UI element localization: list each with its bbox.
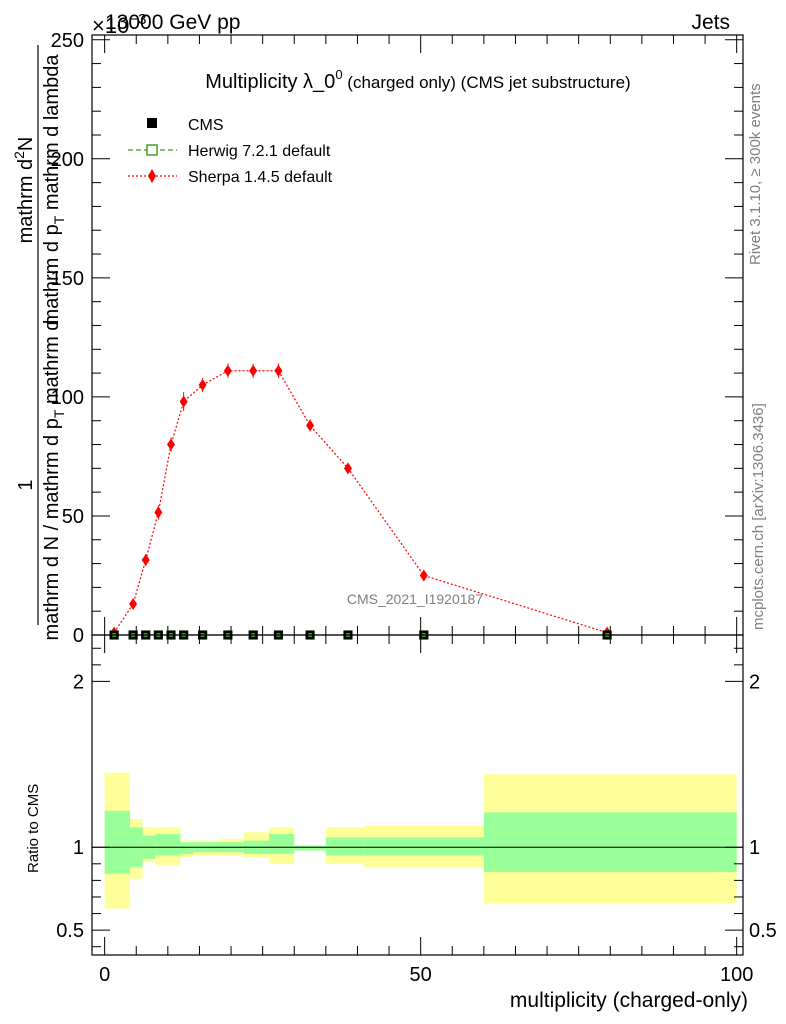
sherpa-point <box>274 364 283 377</box>
sherpa-point <box>343 462 352 475</box>
legend: CMS Herwig 7.2.1 default Sherpa 1.4.5 de… <box>128 117 333 186</box>
ylabel-numerator-2: mathrm d2N <box>11 137 37 244</box>
legend-herwig-marker <box>146 144 158 156</box>
ratio-bands <box>104 772 737 909</box>
ratio-stat-band <box>104 810 130 874</box>
main-y-tick-label: 200 <box>51 149 84 171</box>
x-tick-label: 0 <box>99 964 110 986</box>
ratio-y-ticks: 0.5 0.5 1 1 2 2 <box>56 647 777 948</box>
x-axis-label: multiplicity (charged-only) <box>510 989 748 1012</box>
main-y-tick-label: 50 <box>62 506 84 528</box>
ratio-y-label: Ratio to CMS <box>25 784 42 873</box>
sherpa-point <box>129 598 138 611</box>
mcplots-label: mcplots.cern.ch [arXiv:1306.3436] <box>750 403 767 630</box>
sherpa-point <box>154 506 163 519</box>
main-y-tick-label: 150 <box>51 268 84 290</box>
header-scale: ×10−3 <box>92 11 146 38</box>
x-ticks: 0 50 100 <box>99 635 753 986</box>
sherpa-point <box>306 419 315 432</box>
sherpa-point <box>167 438 176 451</box>
main-y-label: 1 mathrm d N / mathrm d pT mathrm d math… <box>11 45 67 640</box>
main-y-tick-label: 250 <box>51 30 84 52</box>
ratio-y-tick-label-right: 2 <box>749 671 760 693</box>
analysis-watermark: CMS_2021_I1920187 <box>347 591 483 607</box>
sherpa-point <box>249 364 258 377</box>
legend-sherpa-marker <box>148 169 156 183</box>
ratio-y-tick-label: 2 <box>73 671 84 693</box>
ratio-y-tick-label: 1 <box>73 837 84 859</box>
sherpa-point <box>179 395 188 408</box>
header-energy: 13000 GeV pp <box>105 11 240 34</box>
sherpa-point <box>141 554 150 566</box>
sherpa-point <box>223 364 232 377</box>
rivet-label: Rivet 3.1.10, ≥ 300k events <box>747 83 764 265</box>
main-y-ticks: 0 50 100 150 200 250 <box>51 30 743 647</box>
plot-title: Multiplicity λ_00 (charged only) (CMS je… <box>205 67 630 93</box>
x-tick-label: 50 <box>410 964 432 986</box>
ratio-y-tick-label: 0.5 <box>56 920 84 942</box>
legend-herwig-label: Herwig 7.2.1 default <box>188 143 331 160</box>
legend-cms-marker <box>147 118 157 128</box>
legend-cms-label: CMS <box>188 117 224 134</box>
ratio-panel: 0.5 0.5 1 1 2 2 0 50 100 <box>56 634 777 986</box>
sherpa-line <box>113 370 608 634</box>
ratio-stat-band <box>483 812 737 873</box>
x-tick-label: 100 <box>720 964 753 986</box>
ratio-stat-band <box>180 842 194 854</box>
ylabel-denominator-2: mathrm d pT mathrm d lambda <box>41 54 67 326</box>
sherpa-point <box>198 379 207 391</box>
ratio-y-tick-label-right: 0.5 <box>749 920 777 942</box>
ratio-y-tick-label-right: 1 <box>749 837 760 859</box>
legend-sherpa-label: Sherpa 1.4.5 default <box>188 169 333 186</box>
ratio-frame <box>91 634 744 956</box>
sherpa-point <box>419 569 428 582</box>
main-y-tick-label: 100 <box>51 387 84 409</box>
ratio-stat-band <box>363 837 484 856</box>
header-process: Jets <box>691 11 730 34</box>
ylabel-numerator-1: 1 <box>15 479 37 490</box>
main-y-tick-label: 0 <box>73 625 84 647</box>
ratio-stat-band <box>294 845 326 851</box>
ratio-stat-band <box>325 837 364 856</box>
ratio-stat-band <box>155 833 181 856</box>
ratio-stat-band <box>268 833 295 854</box>
ylabel-denominator-1: mathrm d N / mathrm d pT mathrm d <box>41 320 67 641</box>
